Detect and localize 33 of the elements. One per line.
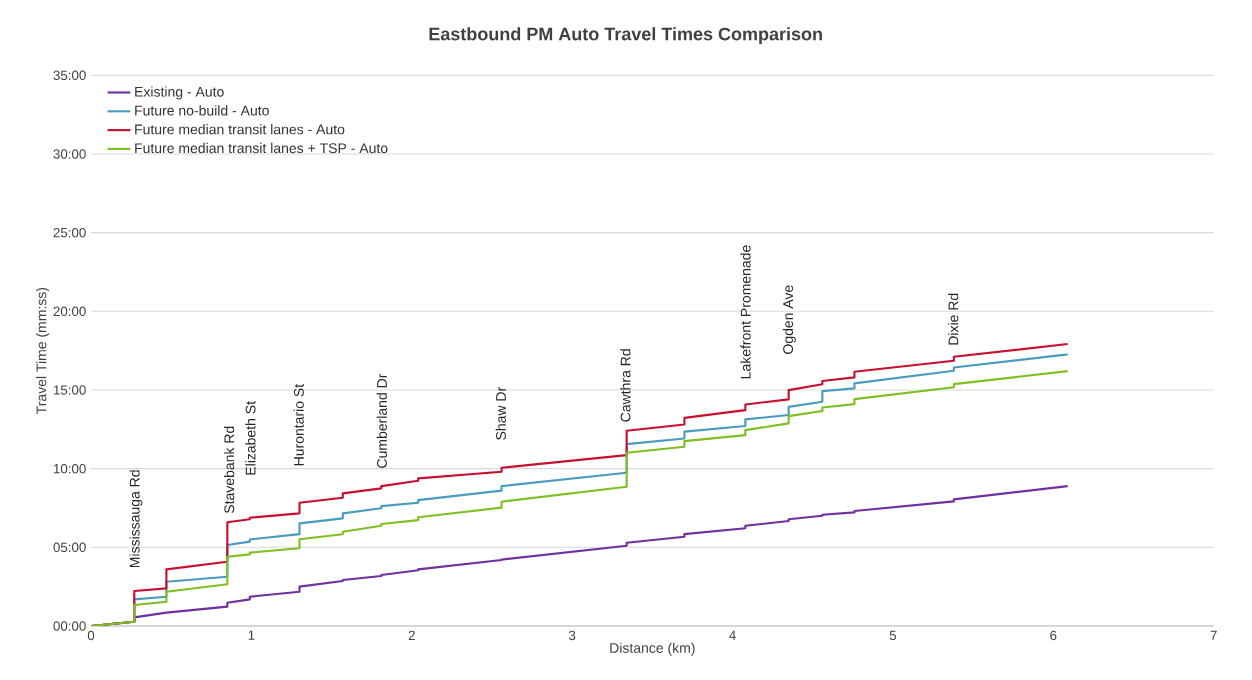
y-tick-label: 25:00 — [53, 227, 86, 238]
y-axis-title: Travel Time (mm:ss) — [36, 287, 50, 414]
x-tick-label: 3 — [568, 630, 576, 641]
y-tick-label: 10:00 — [53, 463, 86, 474]
x-tick-label: 1 — [248, 630, 255, 640]
legend-label: Future no-build - Auto — [135, 105, 269, 116]
annotation: Ogden Ave — [782, 285, 796, 354]
annotation: Lakefront Promenade — [740, 245, 751, 379]
legend-label: Future median transit lanes + TSP - Auto — [135, 142, 388, 154]
y-tick-label: 15:00 — [53, 385, 86, 395]
y-tick-label: 30:00 — [53, 149, 86, 159]
legend-label: Existing - Auto — [135, 86, 224, 100]
x-tick-label: 4 — [729, 630, 736, 640]
x-tick-label: 6 — [1050, 630, 1057, 641]
x-axis-title: Distance (km) — [610, 642, 695, 656]
annotation: Cumberland Dr — [376, 373, 387, 468]
y-tick-label: 20:00 — [53, 306, 86, 317]
y-tick-label: 00:00 — [53, 621, 86, 631]
x-tick-label: 0 — [87, 630, 95, 641]
x-tick-label: 2 — [408, 630, 415, 640]
legend-label: Future median transit lanes - Auto — [135, 124, 345, 135]
y-tick-label: 05:00 — [53, 542, 86, 553]
annotation: Mississauga Rd — [129, 470, 143, 568]
annotation: Dixie Rd — [948, 293, 959, 345]
annotation: Hurontario St — [293, 383, 304, 466]
y-tick-label: 35:00 — [53, 70, 86, 81]
annotation: Elizabeth St — [245, 401, 256, 475]
x-tick-label: 5 — [889, 630, 897, 640]
chart-title: Eastbound PM Auto Travel Times Comparison — [429, 27, 822, 44]
x-tick-label: 7 — [1210, 630, 1217, 640]
annotation: Shaw Dr — [495, 387, 506, 440]
annotation: Cawthra Rd — [620, 349, 631, 422]
annotation: Stavebank Rd — [223, 426, 235, 514]
